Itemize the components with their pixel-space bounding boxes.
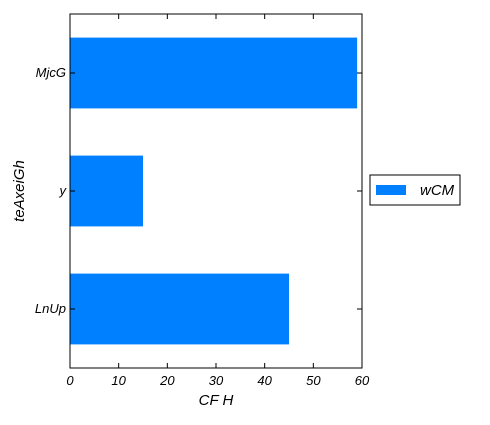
x-tick-label: 20 [159,373,175,388]
bar-mjcg [70,37,358,109]
legend-swatch [376,185,406,195]
x-tick-label: 50 [306,373,321,388]
x-axis-label: CF H [199,392,234,409]
legend: wCM [369,174,461,206]
y-tick-label: LnUp [35,301,66,316]
legend-label-wcm: wCM [420,182,455,199]
ticks-layer [69,14,363,368]
x-tick-label: 30 [209,373,224,388]
y-tick-label: y [59,183,68,198]
bar-lnup [70,273,289,345]
y-tick-label: MjcG [36,65,66,80]
bars-layer [70,37,358,345]
x-tick-label: 10 [111,373,126,388]
y-axis-label: teAxeiGh [11,160,28,222]
bar-y [70,155,143,227]
x-tick-label: 0 [66,373,74,388]
x-tick-label: 40 [257,373,272,388]
x-tick-label: 60 [355,373,370,388]
y-tick-labels: MjcG y LnUp [35,65,68,316]
x-tick-labels: 0 10 20 30 40 50 60 [66,373,370,388]
